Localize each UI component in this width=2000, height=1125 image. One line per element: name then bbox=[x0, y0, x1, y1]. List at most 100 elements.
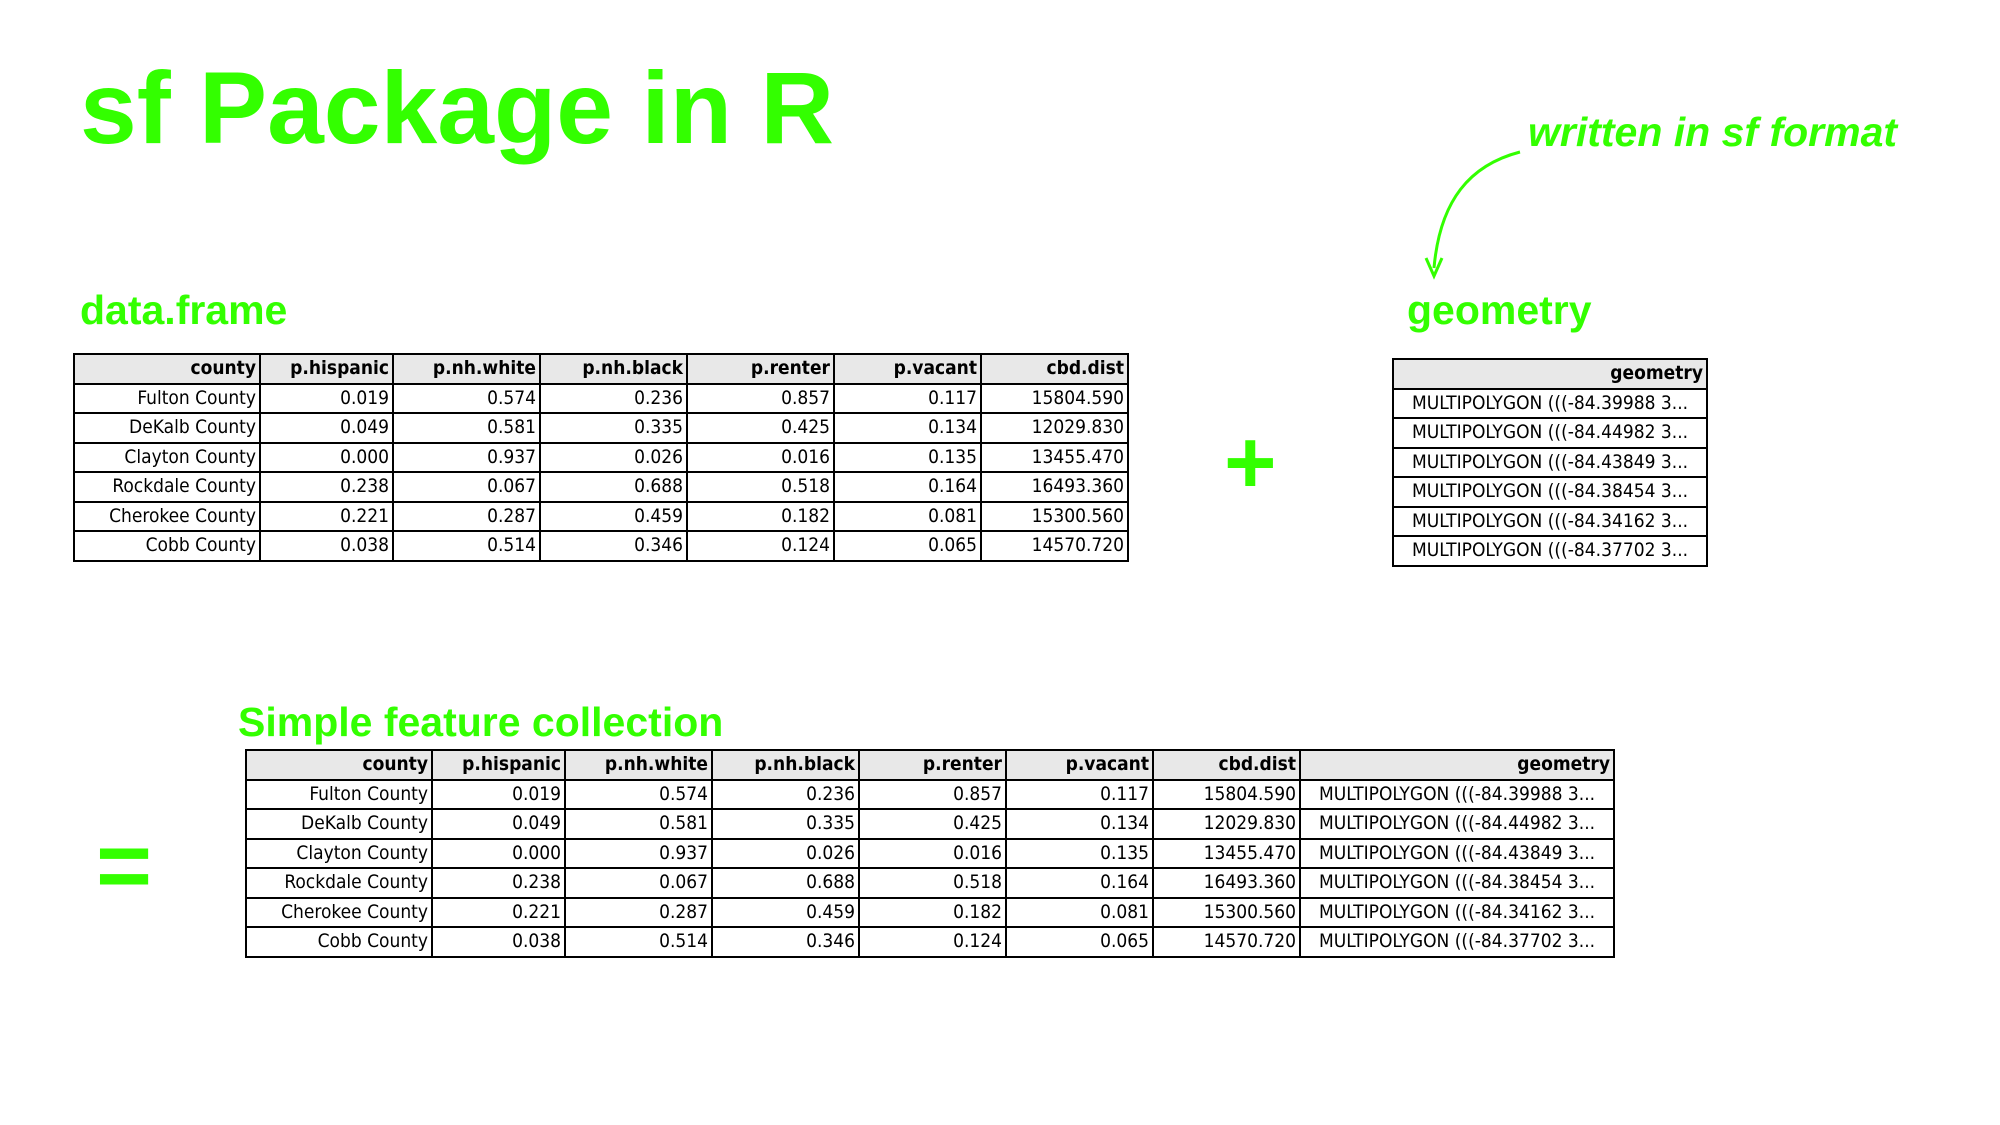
table-cell: 15300.560 bbox=[980, 500, 1129, 532]
column-header: p.hispanic bbox=[431, 749, 566, 781]
equals-sign: = bbox=[96, 812, 153, 919]
column-header: county bbox=[73, 353, 261, 385]
geometry-cell: MULTIPOLYGON (((-84.38454 3... bbox=[1392, 476, 1708, 508]
geometry-table: geometry MULTIPOLYGON (((-84.39988 3... M… bbox=[1392, 358, 1708, 567]
table-cell: 15804.590 bbox=[1152, 778, 1301, 810]
table-cell: 0.081 bbox=[1005, 896, 1154, 928]
table-row: MULTIPOLYGON (((-84.38454 3... bbox=[1392, 476, 1708, 508]
table-cell: 0.081 bbox=[833, 500, 982, 532]
table-cell: Clayton County bbox=[73, 441, 261, 473]
table-cell: 14570.720 bbox=[1152, 926, 1301, 958]
table-cell: 0.518 bbox=[858, 867, 1007, 899]
table-cell: 0.134 bbox=[833, 412, 982, 444]
geometry-cell: MULTIPOLYGON (((-84.37702 3... bbox=[1392, 535, 1708, 567]
table-cell: 0.581 bbox=[564, 808, 713, 840]
table-cell: 0.026 bbox=[539, 441, 688, 473]
table-cell: 0.135 bbox=[833, 441, 982, 473]
table-cell: Cherokee County bbox=[73, 500, 261, 532]
table-cell: 0.065 bbox=[1005, 926, 1154, 958]
table-cell: 0.067 bbox=[564, 867, 713, 899]
table-cell: DeKalb County bbox=[245, 808, 433, 840]
table-cell: 0.117 bbox=[1005, 778, 1154, 810]
table-cell: 0.459 bbox=[539, 500, 688, 532]
geometry-cell: MULTIPOLYGON (((-84.44982 3... bbox=[1392, 417, 1708, 449]
table-cell: 0.016 bbox=[858, 837, 1007, 869]
table-cell: 0.182 bbox=[858, 896, 1007, 928]
table-cell: 0.335 bbox=[711, 808, 860, 840]
table-cell: 12029.830 bbox=[1152, 808, 1301, 840]
geometry-label: geometry bbox=[1407, 287, 1592, 333]
table-cell: Clayton County bbox=[245, 837, 433, 869]
table-cell: 0.236 bbox=[539, 382, 688, 414]
column-header: cbd.dist bbox=[980, 353, 1129, 385]
geometry-cell: MULTIPOLYGON (((-84.44982 3... bbox=[1299, 808, 1615, 840]
table-cell: 0.221 bbox=[431, 896, 566, 928]
table-cell: 13455.470 bbox=[980, 441, 1129, 473]
sfc-table: county p.hispanic p.nh.white p.nh.black p.re… bbox=[245, 749, 1615, 958]
table-cell: 13455.470 bbox=[1152, 837, 1301, 869]
table-cell: 0.238 bbox=[431, 867, 566, 899]
table-row: Clayton County 0.000 0.937 0.026 0.016 0.135 1… bbox=[73, 441, 1129, 473]
table-cell: Rockdale County bbox=[73, 471, 261, 503]
table-cell: 0.065 bbox=[833, 530, 982, 562]
table-cell: 0.000 bbox=[431, 837, 566, 869]
table-row: Clayton County 0.000 0.937 0.026 0.016 0.135 1… bbox=[245, 837, 1615, 869]
column-header: p.hispanic bbox=[259, 353, 394, 385]
table-header-row: geometry bbox=[1392, 358, 1708, 390]
sfc-label: Simple feature collection bbox=[238, 699, 724, 745]
geometry-cell: MULTIPOLYGON (((-84.34162 3... bbox=[1392, 505, 1708, 537]
table-cell: 0.514 bbox=[564, 926, 713, 958]
table-cell: 0.857 bbox=[858, 778, 1007, 810]
table-cell: DeKalb County bbox=[73, 412, 261, 444]
table-cell: Fulton County bbox=[73, 382, 261, 414]
table-cell: 0.459 bbox=[711, 896, 860, 928]
table-cell: 0.164 bbox=[833, 471, 982, 503]
column-header: p.nh.white bbox=[392, 353, 541, 385]
table-cell: 0.164 bbox=[1005, 867, 1154, 899]
table-header-row: county p.hispanic p.nh.white p.nh.black p.re… bbox=[73, 353, 1129, 385]
column-header: p.vacant bbox=[833, 353, 982, 385]
geometry-cell: MULTIPOLYGON (((-84.43849 3... bbox=[1392, 446, 1708, 478]
table-row: MULTIPOLYGON (((-84.34162 3... bbox=[1392, 505, 1708, 537]
table-cell: 16493.360 bbox=[1152, 867, 1301, 899]
table-row: Cobb County 0.038 0.514 0.346 0.124 0.065 1457… bbox=[245, 926, 1615, 958]
table-cell: 0.038 bbox=[431, 926, 566, 958]
table-cell: 0.221 bbox=[259, 500, 394, 532]
column-header: cbd.dist bbox=[1152, 749, 1301, 781]
curved-arrow-icon bbox=[1424, 150, 1521, 280]
table-cell: 0.049 bbox=[431, 808, 566, 840]
table-cell: 0.019 bbox=[431, 778, 566, 810]
column-header: p.nh.black bbox=[539, 353, 688, 385]
table-cell: Fulton County bbox=[245, 778, 433, 810]
table-cell: Rockdale County bbox=[245, 867, 433, 899]
annotation-note: written in sf format bbox=[1528, 109, 1898, 155]
table-cell: 16493.360 bbox=[980, 471, 1129, 503]
table-row: DeKalb County 0.049 0.581 0.335 0.425 0.134 12… bbox=[73, 412, 1129, 444]
table-row: Fulton County 0.019 0.574 0.236 0.857 0.117 15… bbox=[245, 778, 1615, 810]
dataframe-table: county p.hispanic p.nh.white p.nh.black p.re… bbox=[73, 353, 1129, 562]
geometry-cell: MULTIPOLYGON (((-84.34162 3... bbox=[1299, 896, 1615, 928]
table-cell: 0.067 bbox=[392, 471, 541, 503]
table-cell: 0.574 bbox=[392, 382, 541, 414]
table-cell: 0.335 bbox=[539, 412, 688, 444]
table-cell: 0.016 bbox=[686, 441, 835, 473]
table-cell: 0.124 bbox=[686, 530, 835, 562]
table-cell: Cherokee County bbox=[245, 896, 433, 928]
table-cell: 15804.590 bbox=[980, 382, 1129, 414]
dataframe-label: data.frame bbox=[80, 287, 288, 333]
column-header: p.renter bbox=[858, 749, 1007, 781]
table-cell: 0.000 bbox=[259, 441, 394, 473]
plus-sign: + bbox=[1224, 413, 1277, 513]
table-cell: 0.238 bbox=[259, 471, 394, 503]
table-row: MULTIPOLYGON (((-84.37702 3... bbox=[1392, 535, 1708, 567]
table-row: Cherokee County 0.221 0.287 0.459 0.182 0.081… bbox=[245, 896, 1615, 928]
table-cell: 0.425 bbox=[858, 808, 1007, 840]
table-cell: 0.574 bbox=[564, 778, 713, 810]
table-cell: 0.581 bbox=[392, 412, 541, 444]
slide-title: sf Package in R bbox=[80, 51, 834, 165]
geometry-cell: MULTIPOLYGON (((-84.38454 3... bbox=[1299, 867, 1615, 899]
table-cell: Cobb County bbox=[73, 530, 261, 562]
table-cell: 0.287 bbox=[392, 500, 541, 532]
table-cell: 0.688 bbox=[711, 867, 860, 899]
table-cell: 0.135 bbox=[1005, 837, 1154, 869]
